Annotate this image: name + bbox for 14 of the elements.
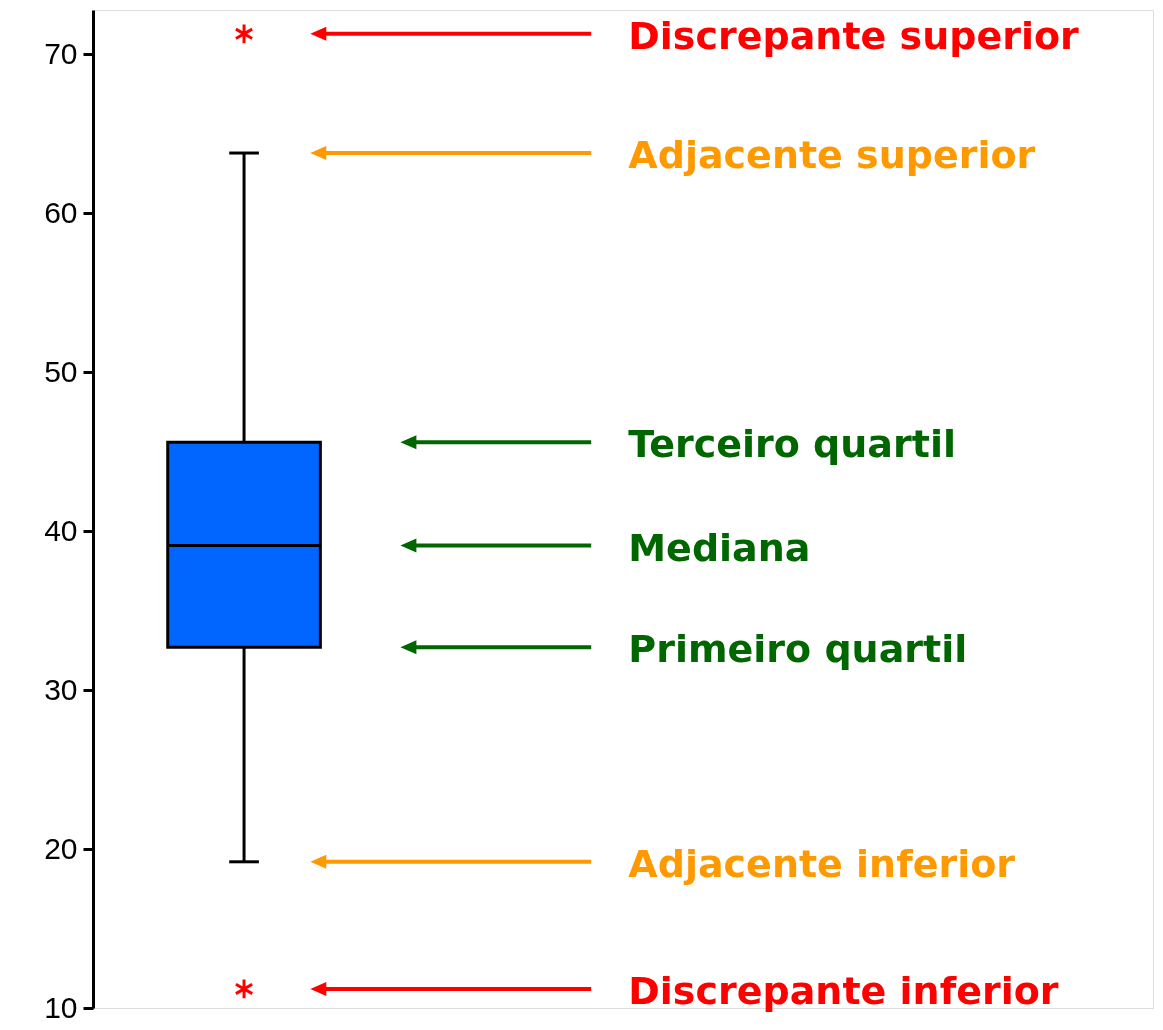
y-tick-label: 10	[44, 990, 78, 1024]
text: Adjacente inferior	[628, 841, 1016, 886]
y-tick-label: 70	[44, 37, 78, 70]
y-tick-label: 30	[44, 672, 78, 706]
text: Mediana	[628, 525, 811, 570]
y-tick-label: 20	[44, 831, 78, 865]
text: Discrepante superior	[628, 13, 1080, 58]
y-tick-label: 60	[44, 195, 78, 229]
y-tick-label: 50	[44, 354, 78, 388]
text: Terceiro quartil	[628, 422, 956, 467]
y-tick-label: 40	[44, 513, 78, 547]
text: Primeiro quartil	[628, 627, 968, 672]
text: Adjacente superior	[628, 133, 1036, 178]
text: Discrepante inferior	[628, 968, 1059, 1013]
